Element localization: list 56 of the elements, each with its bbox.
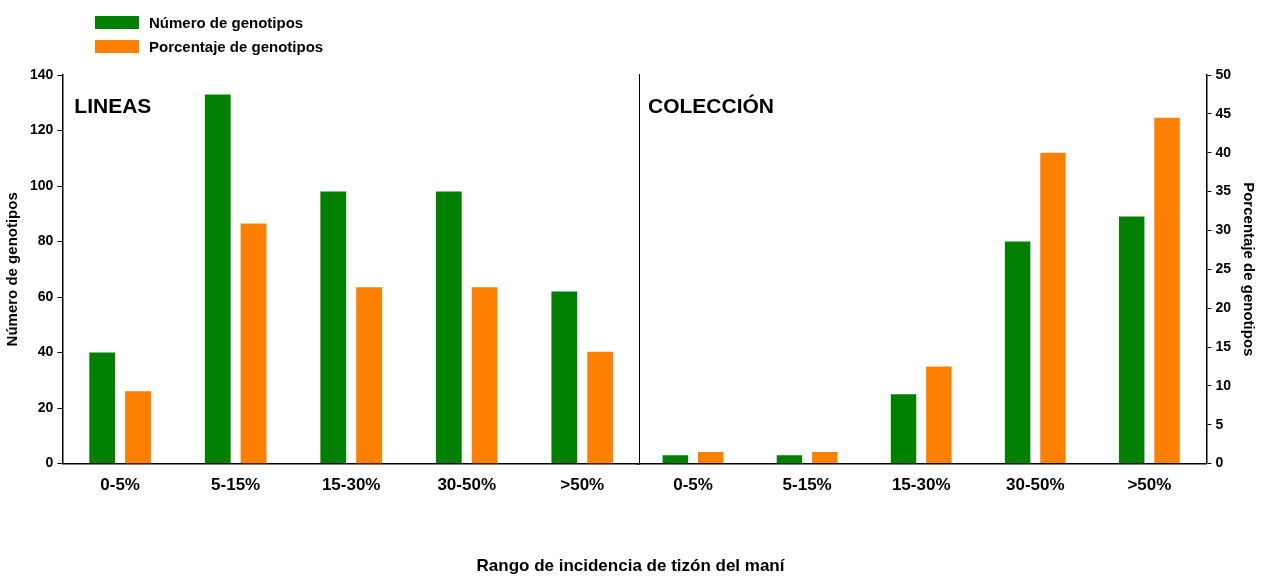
y2-tick-label: 20 xyxy=(1215,299,1232,316)
annotation: LINEAS xyxy=(74,94,152,118)
bar xyxy=(776,455,803,464)
bar xyxy=(435,191,462,464)
x-tick-label: >50% xyxy=(1127,475,1172,495)
bar xyxy=(125,391,151,464)
y-tick-label: 20 xyxy=(37,398,54,415)
bar xyxy=(204,94,231,464)
bar xyxy=(320,191,347,464)
y2-tick-label: 10 xyxy=(1215,376,1232,393)
y-tick-label: 80 xyxy=(37,232,54,249)
bar xyxy=(812,451,838,464)
y-tick-label: 60 xyxy=(37,287,54,304)
y2-tick-label: 25 xyxy=(1215,260,1232,277)
y2-tick-label: 45 xyxy=(1215,104,1232,121)
x-tick-label: 0-5% xyxy=(673,475,713,495)
bar xyxy=(890,394,917,464)
bar xyxy=(89,352,116,464)
bar xyxy=(1154,117,1180,464)
x-tick-label: >50% xyxy=(560,475,605,495)
bar xyxy=(356,287,382,464)
y2-tick-label: 30 xyxy=(1215,221,1232,238)
y2-tick-label: 40 xyxy=(1215,143,1232,160)
x-tick-label: 30-50% xyxy=(1005,475,1065,495)
bar xyxy=(551,291,578,464)
legend-label: Número de genotipos xyxy=(149,13,304,31)
legend-label: Porcentaje de genotipos xyxy=(149,37,324,55)
x-tick-label: 5-15% xyxy=(211,475,261,495)
x-tick-label: 15-30% xyxy=(321,475,381,495)
y-tick-label: 40 xyxy=(37,343,54,360)
x-axis-title: Rango de incidencia de tizón del maní xyxy=(475,556,786,576)
bar xyxy=(697,451,724,464)
y-tick-label: 140 xyxy=(30,65,54,82)
x-tick-label: 0-5% xyxy=(100,475,140,495)
y2-axis-title: Porcentaje de genotipos xyxy=(1240,182,1258,357)
bar xyxy=(1004,241,1031,464)
y2-tick-label: 5 xyxy=(1215,415,1224,432)
y2-tick-label: 50 xyxy=(1215,65,1232,82)
bar xyxy=(471,287,498,464)
x-tick-label: 30-50% xyxy=(437,475,497,495)
y2-tick-label: 0 xyxy=(1215,454,1224,471)
y-axis-title: Número de genotipos xyxy=(3,192,21,347)
annotation: COLECCIÓN xyxy=(648,94,774,118)
bar xyxy=(662,455,689,464)
y2-tick-label: 35 xyxy=(1215,182,1232,199)
bar xyxy=(240,223,267,464)
bar xyxy=(587,351,614,464)
y-tick-label: 120 xyxy=(30,121,54,138)
y-tick-label: 100 xyxy=(30,176,54,193)
y-tick-label: 0 xyxy=(45,454,54,471)
x-tick-label: 5-15% xyxy=(782,475,832,495)
bar xyxy=(1040,152,1066,464)
bar xyxy=(926,366,952,464)
bar xyxy=(1118,216,1145,464)
x-tick-label: 15-30% xyxy=(891,475,951,495)
y2-tick-label: 15 xyxy=(1215,337,1232,354)
